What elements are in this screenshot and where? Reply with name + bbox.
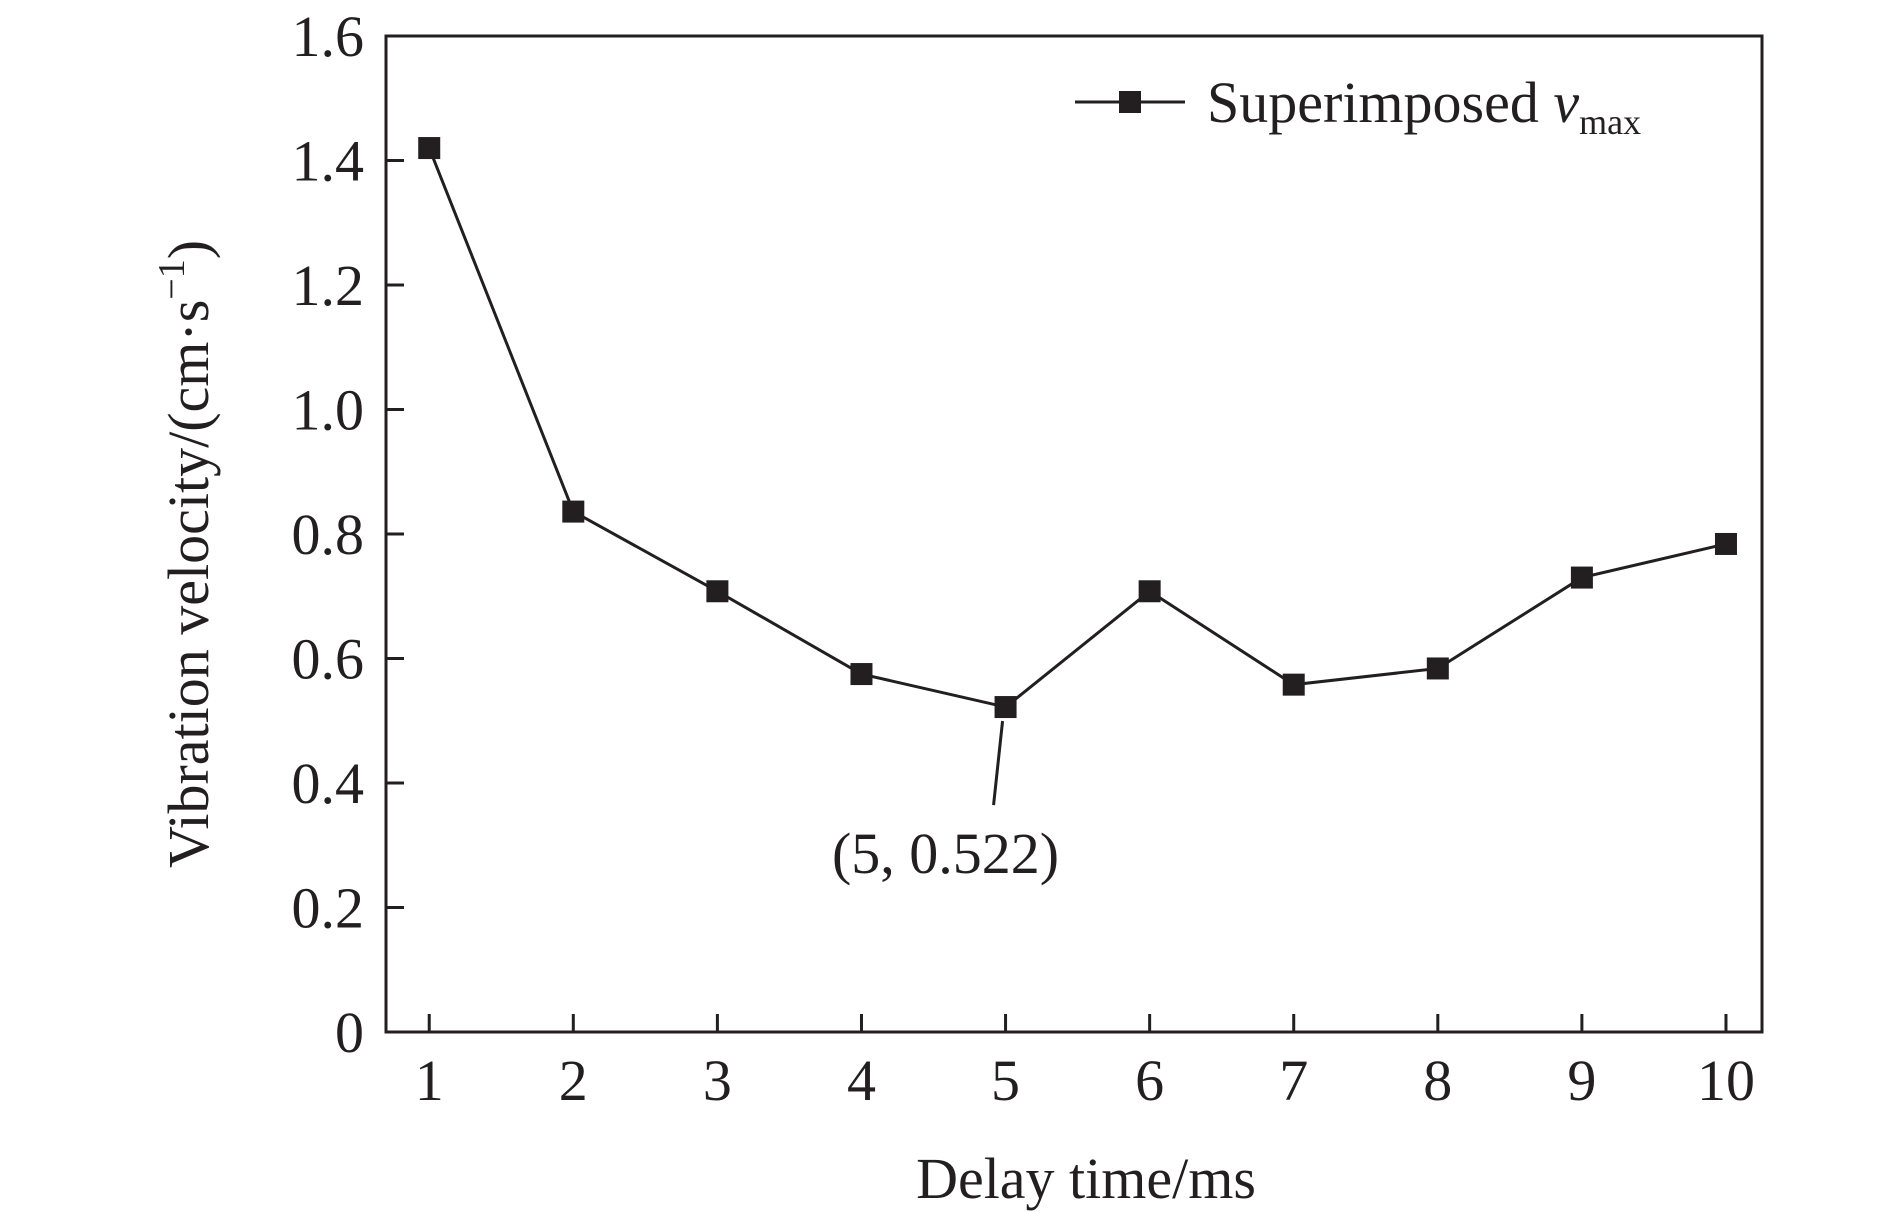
x-tick-label-9: 9 [1567,1048,1596,1113]
y-tick-label-0.4: 0.4 [292,751,365,816]
data-point-9 [1570,566,1593,589]
x-tick-label-3: 3 [703,1048,732,1113]
y-axis-label: Vibration velocity/(cm·s−1) [151,240,221,868]
y-tick-label-0.8: 0.8 [292,502,365,567]
x-tick-label-8: 8 [1423,1048,1452,1113]
data-point-5 [994,696,1017,719]
y-tick-label-0.2: 0.2 [292,876,365,941]
x-tick-label-4: 4 [847,1048,876,1113]
x-tick-label-1: 1 [415,1048,444,1113]
y-axis-label-close: ) [156,240,221,259]
series-line-layer [427,147,1727,709]
legend: Superimposed vmax [1075,70,1641,142]
data-point-10 [1714,532,1737,555]
data-point-1 [418,137,441,160]
data-point-8 [1426,657,1449,680]
legend-label-italic: v [1553,70,1579,135]
legend-marker-square [1119,91,1141,113]
y-tick-label-0: 0 [335,1000,364,1065]
legend-label: Superimposed vmax [1207,70,1641,142]
x-tick-label-2: 2 [559,1048,588,1113]
x-tick-label-10: 10 [1697,1048,1755,1113]
y-axis-label-main: Vibration velocity/(cm·s [156,300,221,868]
data-point-4 [850,663,873,686]
x-tick-label-6: 6 [1135,1048,1164,1113]
legend-label-subscript: max [1579,102,1641,142]
data-point-3 [706,580,729,603]
annotation-layer: (5, 0.522) [832,720,1059,886]
annotation-label: (5, 0.522) [832,821,1059,886]
x-tick-label-7: 7 [1279,1048,1308,1113]
ticks-layer: 1 2 3 4 5 6 7 8 9 10 0 0.2 0.4 0.6 0.8 1.0 1.2 1.4 1.6 [292,4,1755,1113]
y-tick-label-1.2: 1.2 [292,253,365,318]
plot-frame [384,34,1764,1034]
data-point-6 [1138,580,1161,603]
y-tick-label-1.0: 1.0 [292,378,365,443]
y-axis-label-superscript: −1 [151,259,193,299]
data-point-2 [562,500,585,523]
y-tick-label-1.4: 1.4 [292,129,365,194]
x-axis-label: Delay time/ms [916,1146,1256,1211]
annotation-leader-line [992,720,1005,806]
y-tick-label-1.6: 1.6 [292,4,365,69]
x-tick-label-5: 5 [991,1048,1020,1113]
series-marker-layer [418,137,1737,719]
series-line-0 [427,147,1727,709]
legend-label-main: Superimposed [1207,70,1553,135]
y-tick-label-0.6: 0.6 [292,627,365,692]
data-point-7 [1282,673,1305,696]
